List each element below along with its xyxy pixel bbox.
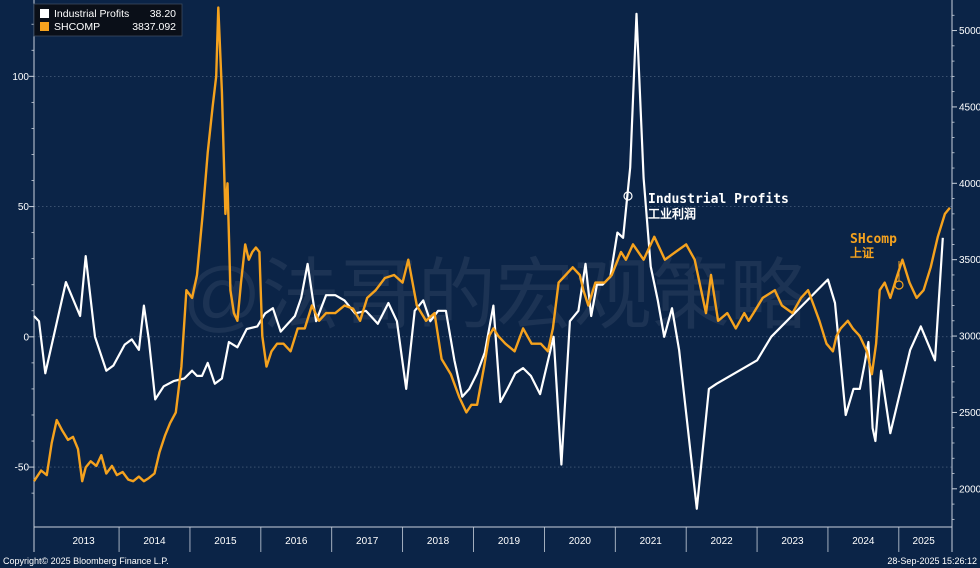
x-tick-label: 2019	[498, 536, 521, 547]
x-tick-label: 2022	[710, 536, 733, 547]
industrial-annotation-label: Industrial Profits	[648, 192, 789, 207]
legend-label-industrial: Industrial Profits	[54, 8, 129, 20]
left-tick-label: 0	[23, 332, 29, 343]
shcomp-marker	[894, 280, 904, 290]
series-layer	[33, 6, 951, 510]
industrial-annotation-label-cn: 工业利润	[648, 206, 696, 221]
legend-value-shcomp: 3837.092	[132, 21, 176, 33]
industrial-marker	[623, 191, 633, 201]
right-tick-label: 4000	[959, 179, 980, 190]
x-tick-label: 2013	[72, 536, 95, 547]
x-tick-label: 2024	[852, 536, 875, 547]
industrial-annotation: Industrial Profits 工业利润	[623, 191, 789, 221]
right-tick-label: 5000	[959, 26, 980, 37]
x-tick-label: 2017	[356, 536, 379, 547]
left-tick-label: 100	[12, 72, 29, 83]
legend: Industrial Profits 38.20 SHCOMP 3837.092	[33, 3, 183, 37]
shcomp-annotation-label-cn: 上证	[850, 245, 874, 260]
legend-value-industrial: 38.20	[150, 8, 176, 20]
x-tick-label: 2015	[214, 536, 237, 547]
right-tick-label: 3000	[959, 332, 980, 343]
axis-layer: -50 0 50 100 2000 2500 3000 3500 4000 4500 5000 201…	[12, 0, 980, 552]
grid-layer	[34, 76, 952, 468]
footer-timestamp: 28-Sep-2025 15:26:12	[887, 556, 977, 566]
footer-copyright: Copyright© 2025 Bloomberg Finance L.P.	[3, 556, 169, 566]
right-tick-label: 2000	[959, 484, 980, 495]
x-tick-label: 2021	[640, 536, 663, 547]
right-tick-label: 4500	[959, 102, 980, 113]
x-tick-label: 2023	[781, 536, 804, 547]
right-tick-label: 2500	[959, 408, 980, 419]
right-tick-label: 3500	[959, 255, 980, 266]
x-tick-label: 2025	[913, 536, 936, 547]
x-tick-label: 2016	[285, 536, 308, 547]
legend-label-shcomp: SHCOMP	[54, 21, 100, 33]
legend-swatch-industrial	[40, 9, 49, 18]
left-tick-label: 50	[18, 202, 30, 213]
shcomp-annotation: SHcomp 上证	[850, 232, 904, 290]
left-tick-label: -50	[15, 463, 30, 474]
legend-box	[33, 3, 183, 37]
x-tick-label: 2014	[143, 536, 166, 547]
x-tick-label: 2018	[427, 536, 450, 547]
shcomp-annotation-label: SHcomp	[850, 232, 897, 247]
industrial-profits-line	[33, 12, 944, 510]
x-tick-label: 2020	[569, 536, 592, 547]
legend-swatch-shcomp	[40, 22, 49, 31]
shcomp-line	[33, 6, 951, 483]
